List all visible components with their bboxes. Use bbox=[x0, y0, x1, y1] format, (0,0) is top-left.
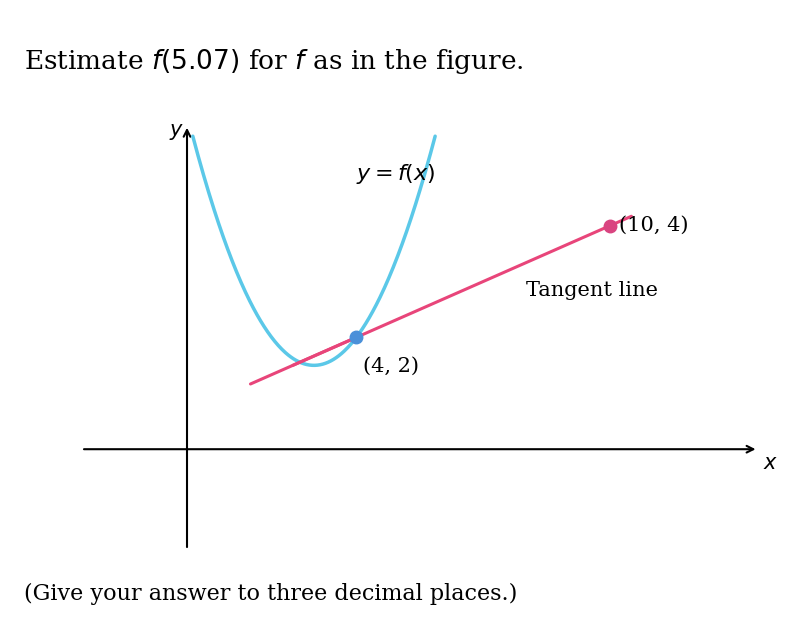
Text: $x$: $x$ bbox=[762, 454, 777, 473]
Text: $y$: $y$ bbox=[169, 122, 184, 142]
Text: Estimate $f(5.07)$ for $f$ as in the figure.: Estimate $f(5.07)$ for $f$ as in the fig… bbox=[24, 47, 523, 76]
Text: (10, 4): (10, 4) bbox=[618, 216, 688, 235]
Text: (4, 2): (4, 2) bbox=[363, 357, 418, 376]
Text: $y=f(x)$: $y=f(x)$ bbox=[356, 162, 436, 186]
Text: Tangent line: Tangent line bbox=[525, 281, 657, 300]
Text: (Give your answer to three decimal places.): (Give your answer to three decimal place… bbox=[24, 583, 517, 605]
